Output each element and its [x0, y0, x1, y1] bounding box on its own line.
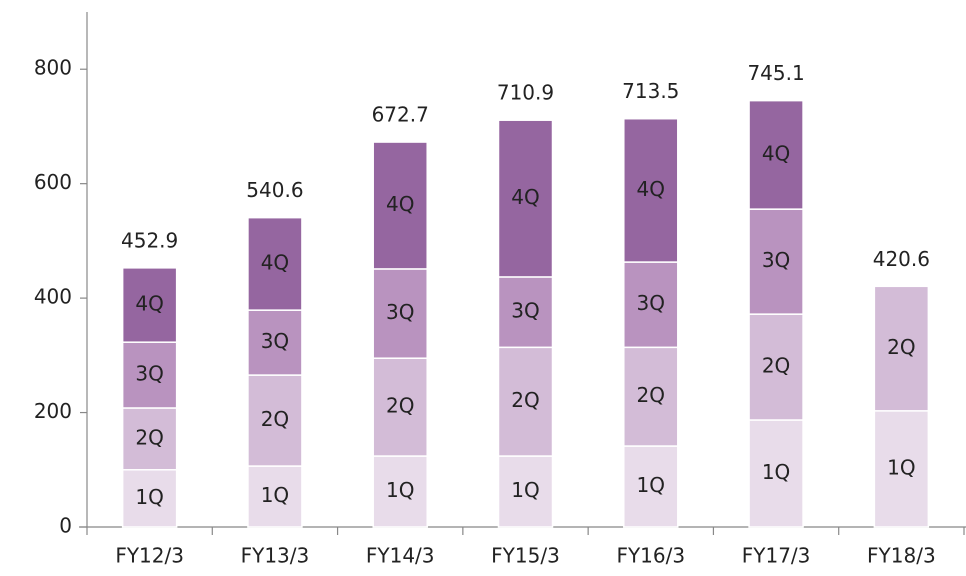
bar-segment	[748, 99, 804, 210]
segment-label: 4Q	[762, 141, 790, 165]
segment-label: 4Q	[637, 177, 665, 201]
x-tick-label: FY14/3	[366, 544, 435, 568]
y-tick-label: 600	[34, 170, 72, 194]
segment-label: 2Q	[261, 407, 289, 431]
segment-label: 2Q	[386, 394, 414, 418]
bar-segment	[748, 208, 804, 315]
bar-segment	[623, 117, 679, 263]
bar-segment	[121, 341, 178, 409]
bar-segment	[372, 455, 428, 528]
bar-segment	[247, 216, 303, 311]
segment-label: 3Q	[386, 300, 414, 324]
segment-label: 2Q	[637, 383, 665, 407]
x-tick-label: FY18/3	[867, 544, 936, 568]
bar-segment	[497, 119, 554, 278]
total-label: 745.1	[747, 61, 804, 85]
segment-label: 3Q	[261, 329, 289, 353]
segment-label: 3Q	[762, 248, 790, 272]
bar-segment	[623, 445, 679, 528]
segment-label: 3Q	[637, 291, 665, 315]
x-tick-label: FY17/3	[742, 544, 811, 568]
x-tick-label: FY15/3	[491, 544, 560, 568]
segment-label: 1Q	[511, 478, 539, 502]
bar-segment	[873, 410, 930, 528]
y-tick-label: 200	[34, 399, 72, 423]
bar-segment	[121, 469, 178, 528]
x-tick-label: FY12/3	[115, 544, 184, 568]
total-label: 452.9	[121, 228, 178, 252]
bar-segment	[372, 357, 428, 457]
bar-segment	[873, 285, 930, 412]
segment-label: 4Q	[386, 192, 414, 216]
total-label: 713.5	[622, 79, 679, 103]
segment-label: 1Q	[135, 485, 163, 509]
segment-label: 2Q	[762, 354, 790, 378]
segment-label: 1Q	[386, 478, 414, 502]
bar-segment	[623, 346, 679, 447]
bar-segment	[748, 419, 804, 528]
y-tick-label: 800	[34, 56, 72, 80]
bar-segment	[247, 374, 303, 467]
bar-segment	[497, 455, 554, 528]
segment-label: 2Q	[887, 335, 915, 359]
segment-label: 1Q	[637, 473, 665, 497]
total-label: 672.7	[372, 103, 429, 127]
bar-segment	[247, 465, 303, 528]
segment-label: 2Q	[511, 388, 539, 412]
segment-label: 1Q	[887, 455, 915, 479]
total-label: 540.6	[246, 178, 303, 202]
segment-label: 4Q	[135, 292, 163, 316]
total-label: 710.9	[497, 81, 554, 105]
segment-label: 3Q	[511, 299, 539, 323]
bar-segment	[372, 141, 428, 270]
x-tick-label: FY16/3	[616, 544, 685, 568]
segment-label: 1Q	[762, 460, 790, 484]
x-tick-label: FY13/3	[241, 544, 310, 568]
bar-segment	[623, 261, 679, 349]
segment-label: 3Q	[135, 362, 163, 386]
segment-label: 4Q	[511, 185, 539, 209]
bar-segment	[121, 267, 178, 343]
bar-segment	[497, 346, 554, 457]
segment-label: 2Q	[135, 425, 163, 449]
bar-segment	[497, 276, 554, 349]
y-tick-label: 400	[34, 285, 72, 309]
total-label: 420.6	[873, 247, 930, 271]
segment-label: 1Q	[261, 483, 289, 507]
bar-segment	[372, 268, 428, 359]
bar-segment	[748, 313, 804, 421]
y-tick-label: 0	[59, 514, 72, 538]
segment-label: 4Q	[261, 250, 289, 274]
